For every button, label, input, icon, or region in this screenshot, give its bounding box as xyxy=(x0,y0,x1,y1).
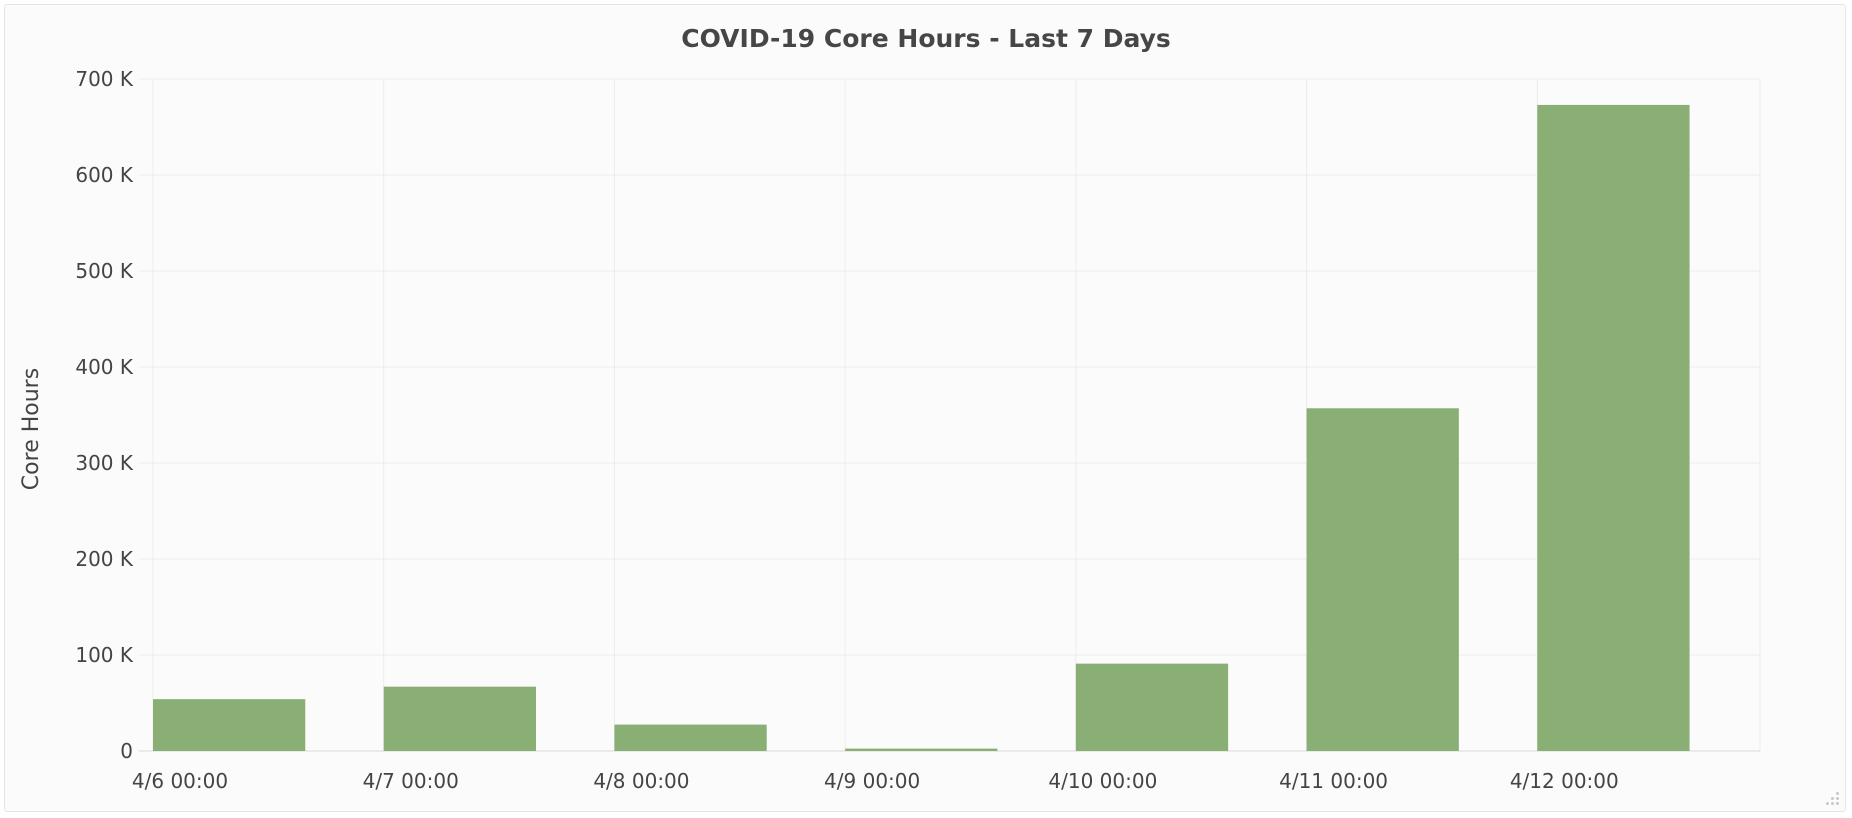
x-tick-label: 4/12 00:00 xyxy=(1510,769,1619,793)
x-tick-label: 4/8 00:00 xyxy=(593,769,689,793)
y-tick-labels: 0 100 K 200 K 300 K 400 K 500 K 600 K 700 K xyxy=(75,67,134,763)
bar[interactable] xyxy=(1075,663,1229,751)
y-tick-label: 100 K xyxy=(75,643,134,667)
bars xyxy=(153,104,1690,752)
bar[interactable] xyxy=(153,699,306,751)
vertical-gridlines xyxy=(152,79,1761,751)
y-tick-label: 200 K xyxy=(75,547,134,571)
y-tick-label: 700 K xyxy=(75,67,134,91)
x-tick-label: 4/10 00:00 xyxy=(1048,769,1157,793)
horizontal-gridlines xyxy=(139,78,1760,752)
y-tick-label: 300 K xyxy=(75,451,134,475)
x-tick-labels: 4/6 00:00 4/7 00:00 4/8 00:00 4/9 00:00 4/10… xyxy=(132,769,1619,793)
bar[interactable] xyxy=(845,748,998,751)
bar[interactable] xyxy=(614,724,767,751)
resize-handle[interactable] xyxy=(1825,791,1839,805)
bar-chart: 0 100 K 200 K 300 K 400 K 500 K 600 K 700 K 4/6… xyxy=(19,24,1761,793)
chart-title: COVID-19 Core Hours - Last 7 Days xyxy=(681,24,1171,53)
y-tick-label: 500 K xyxy=(75,259,134,283)
bar[interactable] xyxy=(1306,408,1459,751)
y-axis-title: Core Hours xyxy=(19,368,44,490)
bar[interactable] xyxy=(1537,104,1690,752)
y-tick-label: 600 K xyxy=(75,163,134,187)
x-tick-label: 4/9 00:00 xyxy=(824,769,920,793)
x-tick-label: 4/11 00:00 xyxy=(1279,769,1388,793)
chart-panel: 0 100 K 200 K 300 K 400 K 500 K 600 K 700 K 4/6… xyxy=(4,4,1846,812)
x-tick-label: 4/7 00:00 xyxy=(363,769,459,793)
y-tick-label: 400 K xyxy=(75,355,134,379)
bar[interactable] xyxy=(383,686,536,751)
y-tick-label: 0 xyxy=(120,739,133,763)
x-tick-label: 4/6 00:00 xyxy=(132,769,228,793)
